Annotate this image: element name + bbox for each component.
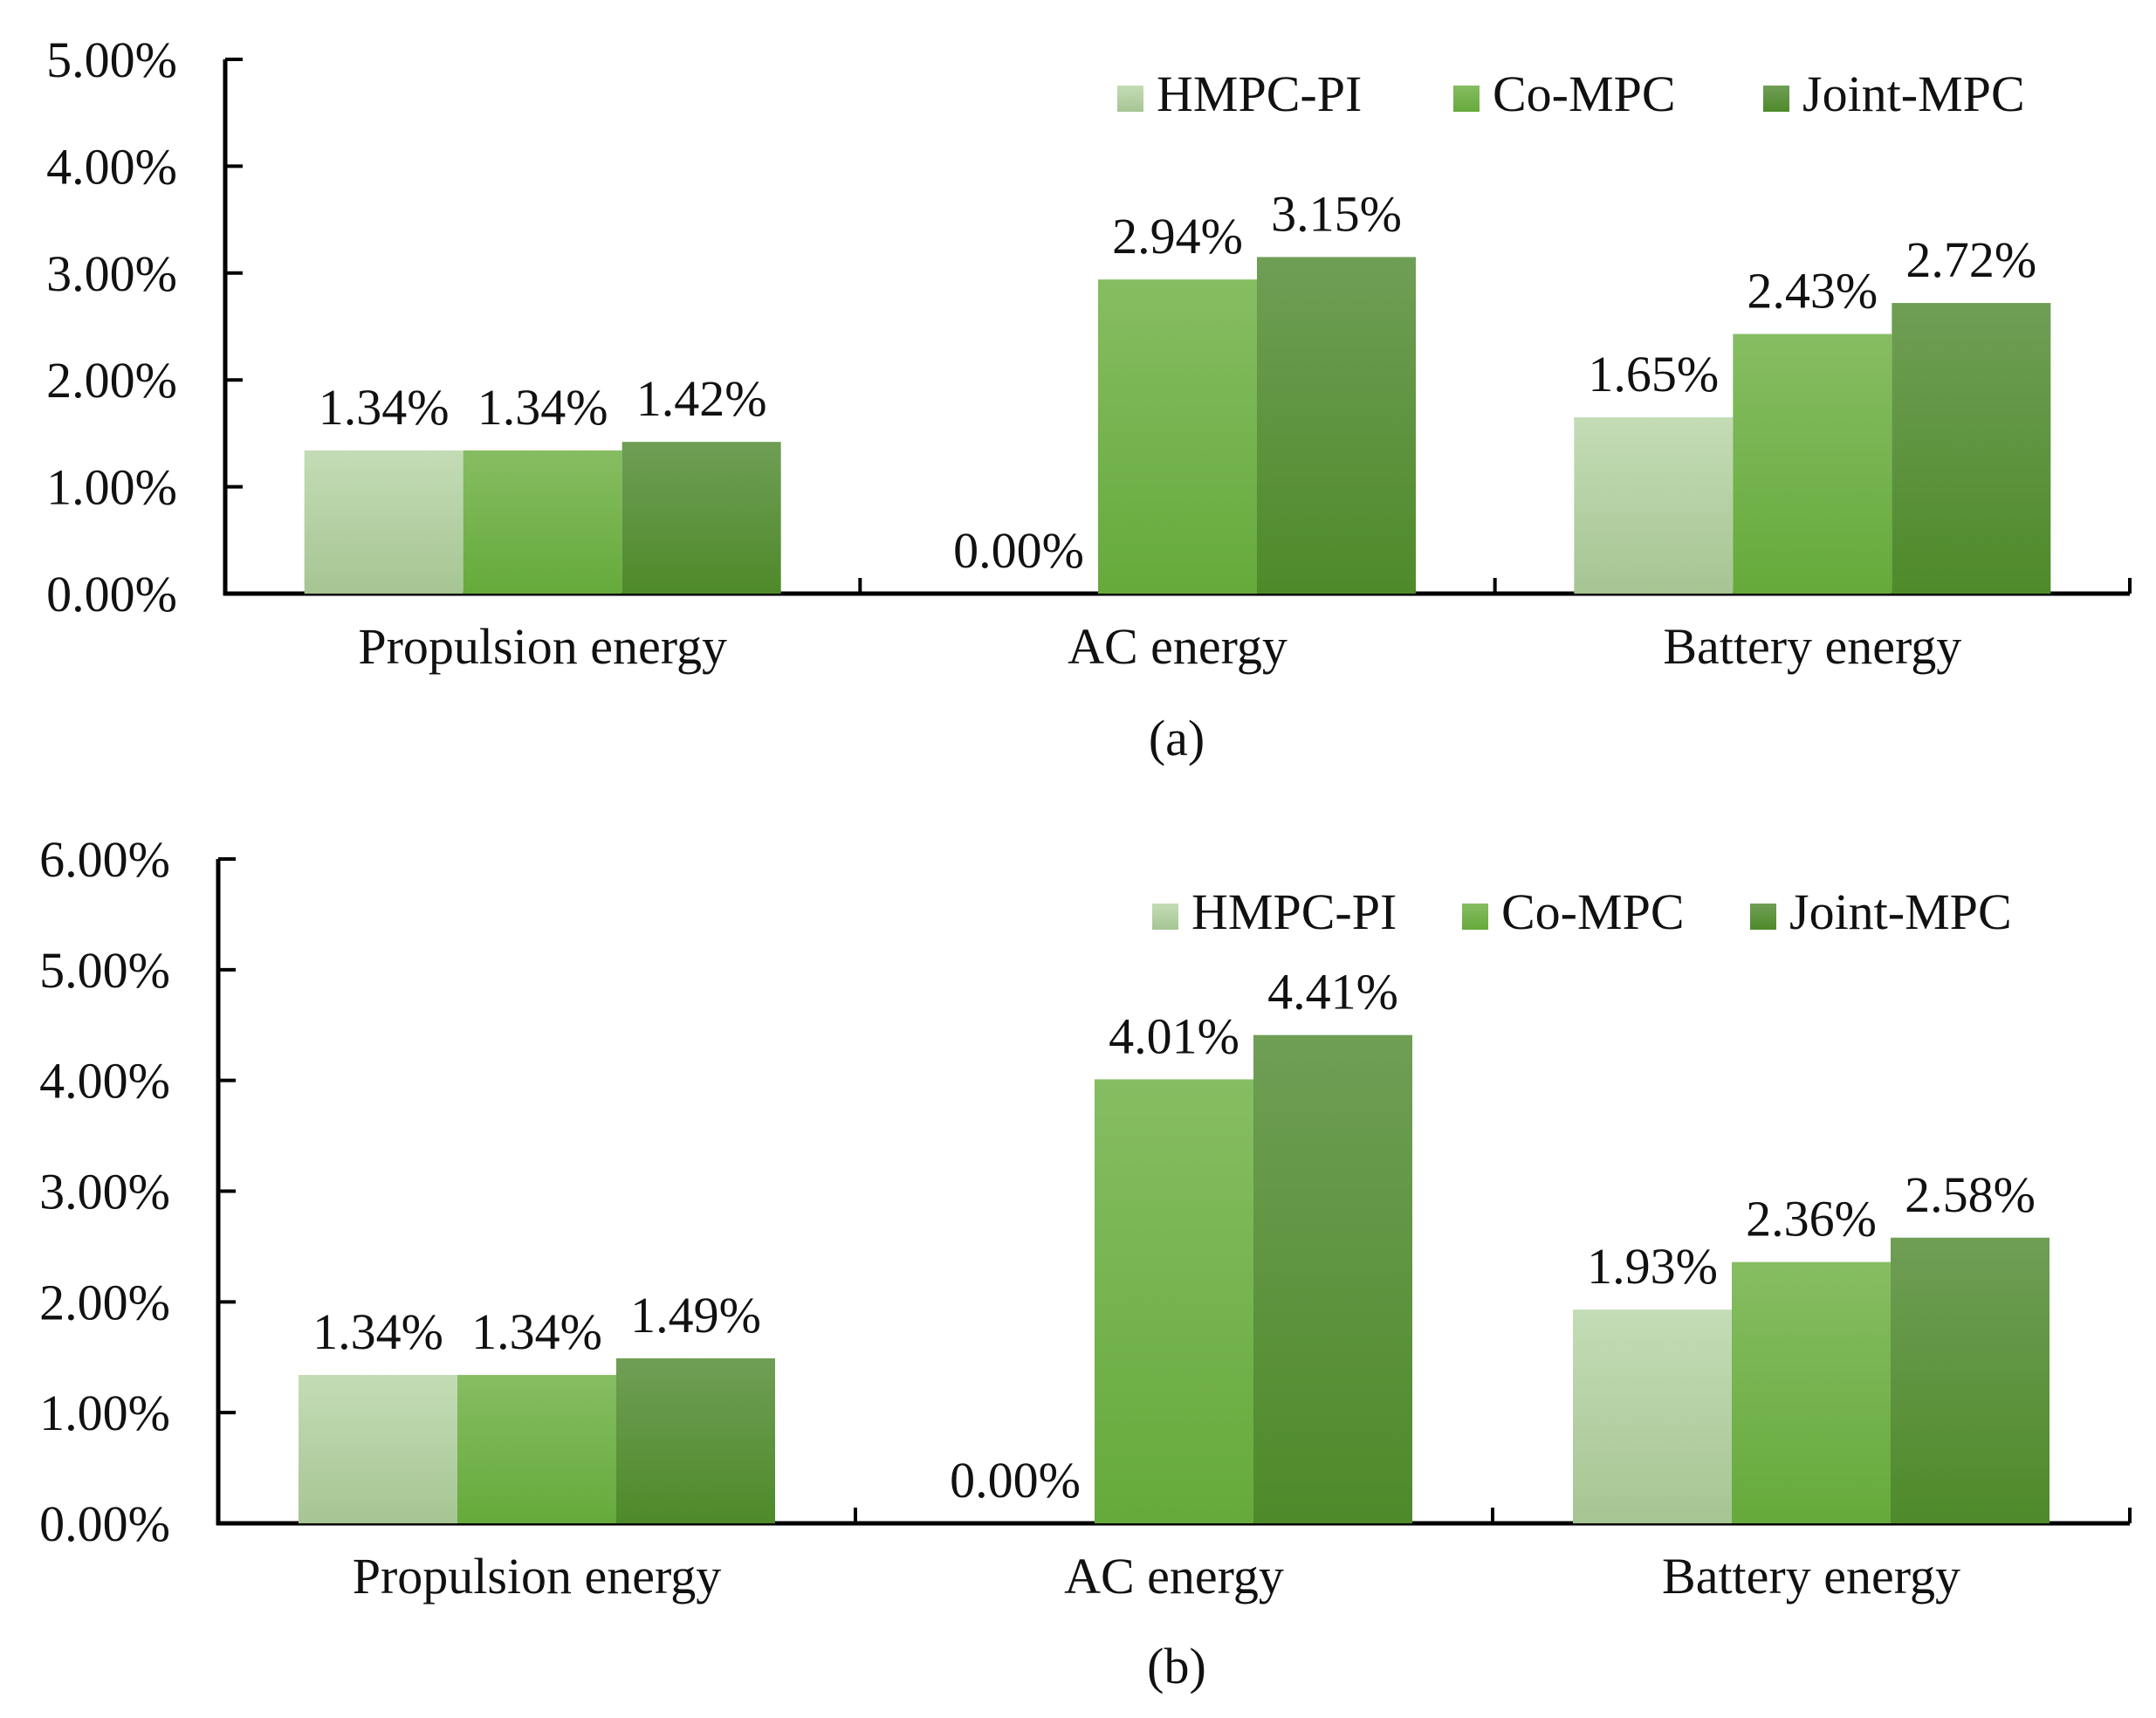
bar-co-mpc	[1095, 1079, 1253, 1523]
bar-hmpc-pi	[304, 450, 463, 594]
data-label: 1.42%	[636, 370, 767, 427]
bar-co-mpc	[1733, 333, 1892, 594]
bar-joint-mpc	[1253, 1034, 1412, 1523]
legend-label: HMPC-PI	[1191, 883, 1397, 940]
data-label: 1.34%	[477, 379, 608, 436]
x-category-label: AC energy	[1068, 618, 1287, 675]
bar-co-mpc	[457, 1375, 616, 1523]
y-tick-label: 3.00%	[46, 245, 177, 302]
y-tick-label: 2.00%	[39, 1274, 170, 1330]
y-tick-label: 3.00%	[39, 1164, 170, 1220]
chart-caption: (b)	[1147, 1638, 1206, 1694]
chart-b: 0.00% 1.00% 2.00% 3.00% 4.00% 5.00% 6.00% 1.34%…	[39, 831, 2132, 1694]
legend-label: HMPC-PI	[1157, 65, 1362, 122]
y-tick-label: 6.00%	[39, 831, 170, 888]
legend-swatch	[1453, 86, 1480, 112]
y-tick-label: 1.00%	[39, 1385, 170, 1441]
bar-joint-mpc	[621, 442, 781, 594]
bar-joint-mpc	[1257, 257, 1416, 594]
bar-co-mpc	[1732, 1261, 1891, 1523]
legend-label: Co-MPC	[1493, 65, 1676, 122]
data-label: 2.72%	[1905, 231, 2036, 288]
data-label: 1.34%	[471, 1303, 602, 1360]
data-label: 0.00%	[950, 1452, 1081, 1508]
bar-co-mpc	[1098, 279, 1257, 594]
data-label: 2.94%	[1112, 208, 1243, 265]
bar-joint-mpc	[616, 1358, 775, 1523]
data-label: 3.15%	[1271, 185, 1402, 242]
data-label: 0.00%	[953, 522, 1084, 579]
data-label: 1.65%	[1588, 346, 1719, 402]
data-label: 4.01%	[1109, 1007, 1239, 1064]
data-label: 2.36%	[1746, 1191, 1877, 1247]
y-tick-label: 1.00%	[46, 459, 177, 516]
bar-joint-mpc	[1891, 1237, 2050, 1523]
data-label: 2.58%	[1905, 1166, 2036, 1223]
bar-hmpc-pi	[299, 1375, 457, 1523]
chart-caption: (a)	[1149, 710, 1205, 766]
data-label: 1.93%	[1587, 1238, 1718, 1295]
y-tick-label: 5.00%	[39, 942, 170, 999]
y-tick-label: 5.00%	[46, 31, 177, 88]
y-tick-label: 0.00%	[39, 1495, 170, 1552]
y-tick-label: 2.00%	[46, 352, 177, 409]
y-tick-label: 4.00%	[46, 138, 177, 195]
data-label: 1.34%	[312, 1303, 443, 1360]
y-tick-label: 0.00%	[46, 566, 177, 622]
legend-swatch	[1763, 86, 1789, 112]
legend-label: Co-MPC	[1501, 883, 1685, 940]
legend-swatch	[1117, 86, 1143, 112]
legend-swatch	[1152, 904, 1178, 930]
bar-hmpc-pi	[1573, 1309, 1732, 1523]
data-label: 1.49%	[630, 1287, 761, 1343]
x-category-label: AC energy	[1064, 1548, 1284, 1605]
legend-swatch	[1750, 904, 1776, 930]
chart-a: 0.00% 1.00% 2.00% 3.00% 4.00% 5.00% 1.34% 1.34%…	[46, 31, 2132, 766]
x-category-label: Propulsion energy	[353, 1548, 722, 1605]
x-category-label: Propulsion energy	[358, 618, 727, 675]
bar-joint-mpc	[1892, 303, 2051, 594]
x-category-label: Battery energy	[1662, 1548, 1960, 1605]
x-category-label: Battery energy	[1663, 618, 1961, 675]
bar-hmpc-pi	[1574, 417, 1734, 594]
bar-co-mpc	[463, 450, 622, 594]
legend-label: Joint-MPC	[1789, 883, 2012, 940]
legend-label: Joint-MPC	[1802, 65, 2025, 122]
data-label: 1.34%	[319, 379, 450, 436]
data-label: 2.43%	[1747, 263, 1878, 320]
data-label: 4.41%	[1267, 964, 1398, 1020]
legend-swatch	[1462, 904, 1488, 930]
y-tick-label: 4.00%	[39, 1053, 170, 1110]
